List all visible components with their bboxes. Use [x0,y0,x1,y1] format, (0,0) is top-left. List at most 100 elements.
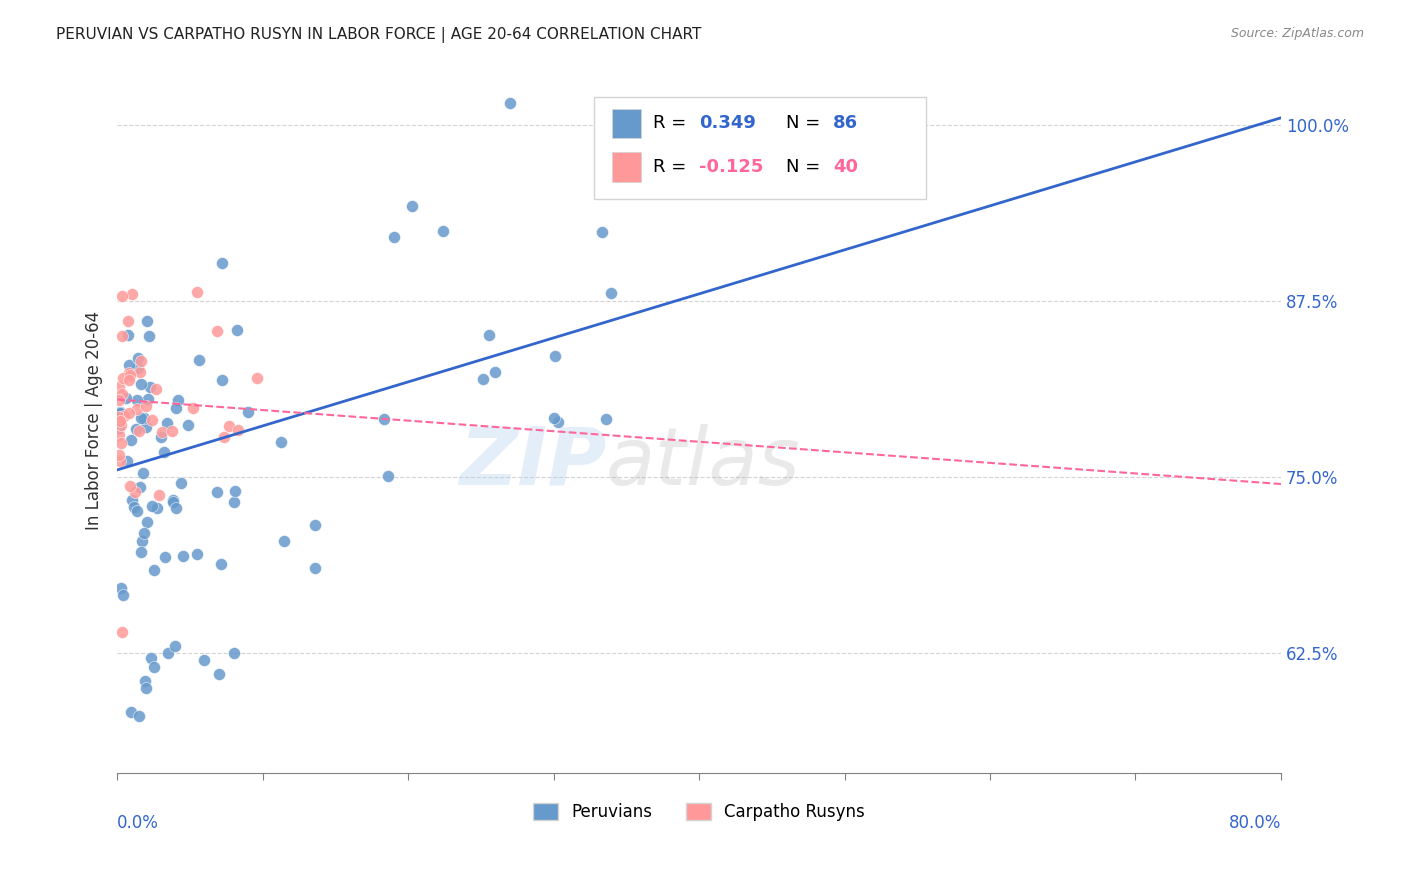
Point [181,401,204,416]
Point [270,434,292,449]
Point [165,639,187,653]
Point [304,517,326,532]
Point [226,323,249,337]
Point [188,353,211,368]
Point [193,653,215,667]
Legend: Peruvians, Carpatho Rusyns: Peruvians, Carpatho Rusyns [526,797,872,828]
Point [129,411,152,425]
Text: 40: 40 [832,158,858,176]
Point [131,533,153,548]
Point [132,526,155,541]
Point [222,495,245,509]
Point [224,483,246,498]
Point [145,382,167,396]
Y-axis label: In Labor Force | Age 20-64: In Labor Force | Age 20-64 [86,311,103,530]
FancyBboxPatch shape [612,109,641,138]
Point [141,413,163,427]
Point [134,419,156,434]
Point [136,392,159,406]
Point [110,435,132,450]
Point [108,407,131,421]
Point [127,504,149,518]
Point [120,478,142,492]
Text: R =: R = [652,158,692,176]
Point [499,95,522,110]
Point [236,405,259,419]
Text: atlas: atlas [606,424,801,502]
Point [165,501,187,516]
Point [150,429,173,443]
Point [484,365,506,379]
Point [115,391,138,405]
Point [125,393,148,408]
Point [273,533,295,548]
Point [146,501,169,516]
Point [118,373,141,387]
Point [122,500,145,515]
Point [128,709,150,723]
Point [129,480,152,494]
Point [110,454,132,468]
Point [211,256,233,270]
Point [118,366,141,380]
Point [177,418,200,433]
Point [120,434,142,448]
Point [111,288,134,302]
Point [118,406,141,420]
Point [218,419,240,434]
Text: R =: R = [652,114,692,132]
Point [110,624,132,639]
Point [107,392,129,407]
Point [148,488,170,502]
Point [156,416,179,430]
Point [162,424,184,438]
Point [209,557,232,571]
Point [128,424,150,438]
Point [162,492,184,507]
Point [127,351,149,365]
FancyBboxPatch shape [612,153,641,182]
Point [107,448,129,462]
Point [304,561,326,575]
Point [142,660,165,674]
Text: 80.0%: 80.0% [1229,814,1281,832]
Text: ZIP: ZIP [458,424,606,502]
Point [432,224,454,238]
Point [139,651,162,665]
Point [111,370,134,384]
Point [212,430,235,444]
Point [107,427,129,442]
Point [127,361,149,376]
Point [595,412,617,426]
Point [543,411,565,425]
Point [124,484,146,499]
Point [135,516,157,530]
Point [107,410,129,425]
Point [186,285,208,299]
Point [111,387,134,401]
Text: N =: N = [786,114,827,132]
Point [118,368,141,382]
Point [153,445,176,459]
Point [208,667,231,681]
Point [205,324,228,338]
Point [120,706,142,720]
FancyBboxPatch shape [595,96,927,199]
Point [478,328,501,343]
Point [127,402,149,417]
Point [143,563,166,577]
Point [166,392,188,407]
Point [125,422,148,436]
Point [107,380,129,394]
Point [186,547,208,561]
Point [162,494,184,508]
Text: N =: N = [786,158,827,176]
Point [121,492,143,507]
Point [157,646,180,660]
Text: -0.125: -0.125 [699,158,763,176]
Point [547,415,569,429]
Point [226,423,249,437]
Point [132,410,155,425]
Point [134,673,156,688]
Point [544,349,567,363]
